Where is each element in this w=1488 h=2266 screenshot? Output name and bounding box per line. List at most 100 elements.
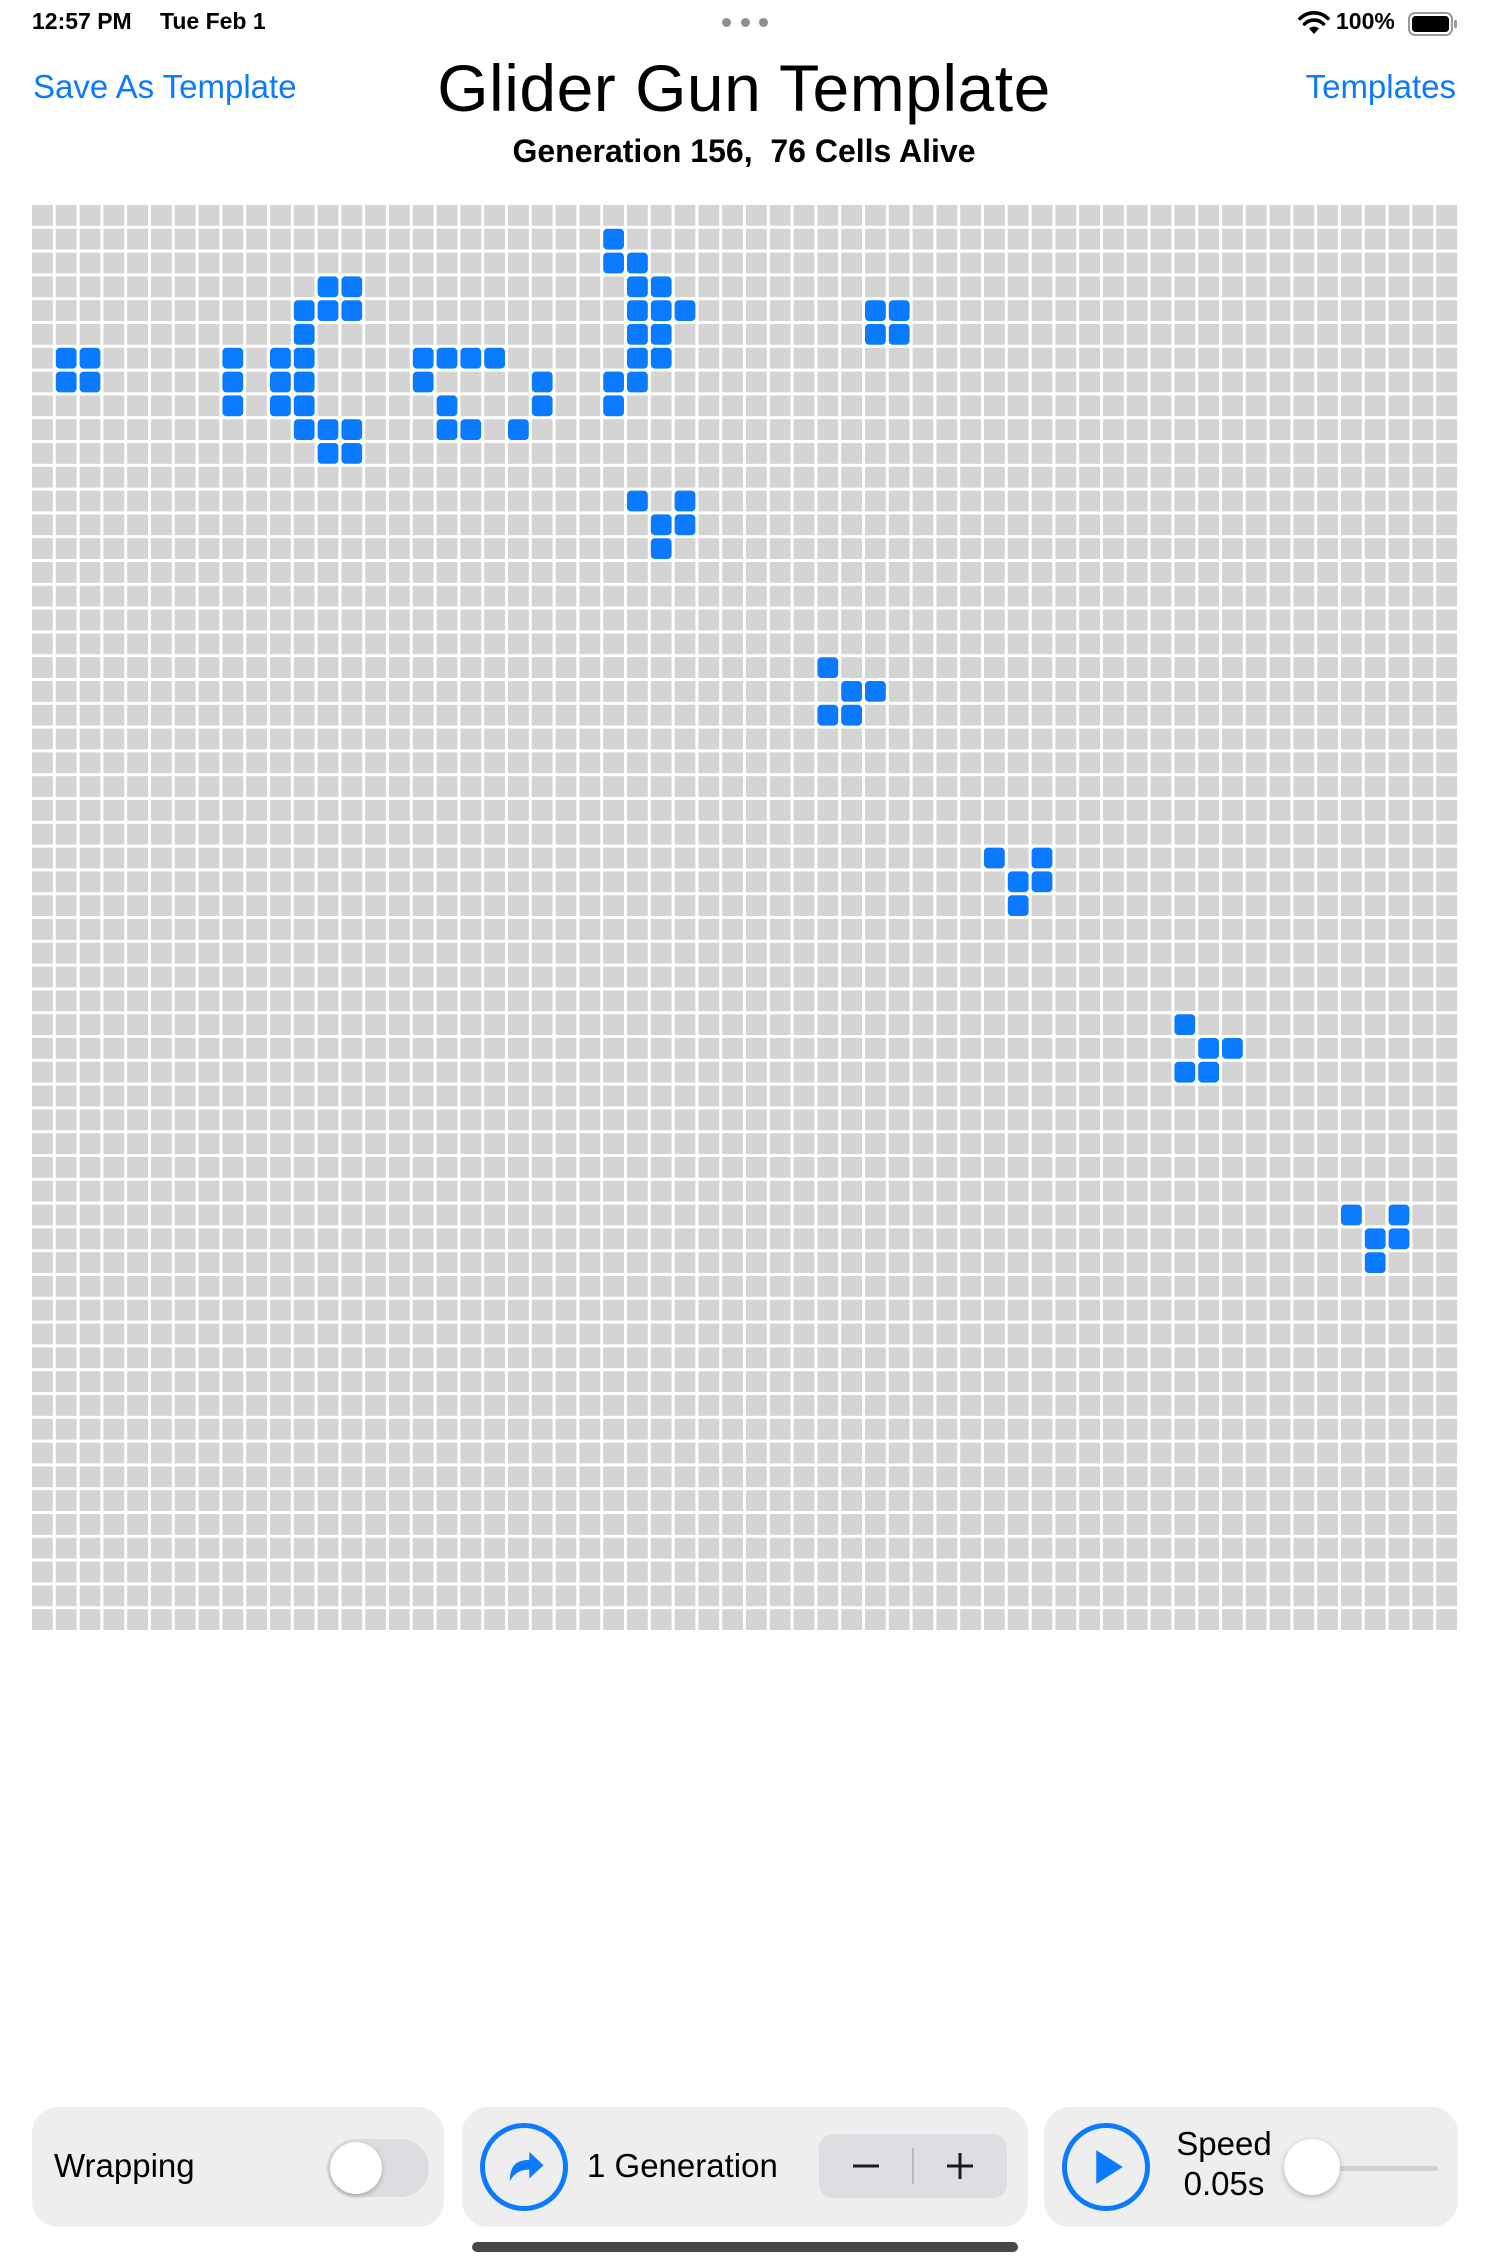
cell-dead[interactable] <box>198 847 220 869</box>
cell-dead[interactable] <box>1245 871 1267 893</box>
cell-dead[interactable] <box>698 1204 720 1226</box>
cell-dead[interactable] <box>841 919 862 940</box>
cell-dead[interactable] <box>722 1442 743 1464</box>
cell-dead[interactable] <box>293 1038 315 1059</box>
cell-dead[interactable] <box>151 823 172 845</box>
cell-dead[interactable] <box>722 1038 743 1059</box>
cell-dead[interactable] <box>151 1109 172 1131</box>
cell-alive[interactable] <box>317 443 339 464</box>
cell-dead[interactable] <box>1031 942 1053 964</box>
cell-dead[interactable] <box>698 371 720 393</box>
cell-dead[interactable] <box>246 1061 267 1083</box>
cell-dead[interactable] <box>79 252 101 274</box>
cell-dead[interactable] <box>1103 1490 1124 1511</box>
cell-dead[interactable] <box>555 800 577 821</box>
cell-dead[interactable] <box>317 1395 339 1416</box>
cell-dead[interactable] <box>198 324 220 345</box>
cell-dead[interactable] <box>151 1085 172 1107</box>
cell-dead[interactable] <box>1436 1490 1457 1511</box>
cell-dead[interactable] <box>912 490 934 512</box>
cell-dead[interactable] <box>341 704 363 726</box>
cell-alive[interactable] <box>650 276 672 298</box>
cell-dead[interactable] <box>1222 205 1243 226</box>
cell-dead[interactable] <box>769 1490 791 1511</box>
cell-dead[interactable] <box>1103 228 1124 250</box>
cell-dead[interactable] <box>1317 300 1338 321</box>
cell-dead[interactable] <box>603 1014 624 1035</box>
cell-dead[interactable] <box>603 847 624 869</box>
cell-dead[interactable] <box>341 252 363 274</box>
cell-dead[interactable] <box>1317 1347 1338 1369</box>
cell-dead[interactable] <box>484 633 505 655</box>
cell-dead[interactable] <box>198 300 220 321</box>
cell-dead[interactable] <box>817 562 839 583</box>
cell-dead[interactable] <box>1198 728 1219 750</box>
cell-dead[interactable] <box>1341 1442 1362 1464</box>
cell-dead[interactable] <box>1436 514 1457 536</box>
cell-dead[interactable] <box>1293 205 1315 226</box>
cell-dead[interactable] <box>865 1514 886 1535</box>
cell-dead[interactable] <box>55 1514 77 1535</box>
cell-dead[interactable] <box>746 633 767 655</box>
cell-dead[interactable] <box>531 1514 553 1535</box>
cell-dead[interactable] <box>579 871 601 893</box>
cell-dead[interactable] <box>1341 1157 1362 1178</box>
cell-dead[interactable] <box>912 395 934 417</box>
cell-dead[interactable] <box>841 895 862 916</box>
cell-dead[interactable] <box>1412 562 1434 583</box>
cell-dead[interactable] <box>389 609 410 631</box>
cell-dead[interactable] <box>936 562 958 583</box>
cell-dead[interactable] <box>1126 1585 1148 1607</box>
cell-dead[interactable] <box>984 585 1005 607</box>
cell-dead[interactable] <box>127 1038 148 1059</box>
cell-dead[interactable] <box>508 371 529 393</box>
cell-dead[interactable] <box>436 609 458 631</box>
cell-dead[interactable] <box>270 324 291 345</box>
cell-dead[interactable] <box>32 1038 53 1059</box>
cell-dead[interactable] <box>198 871 220 893</box>
cell-dead[interactable] <box>579 966 601 988</box>
cell-dead[interactable] <box>198 609 220 631</box>
cell-dead[interactable] <box>1388 823 1410 845</box>
cell-dead[interactable] <box>1150 371 1172 393</box>
cell-dead[interactable] <box>1341 1133 1362 1154</box>
cell-dead[interactable] <box>1055 443 1077 464</box>
cell-dead[interactable] <box>1245 371 1267 393</box>
cell-dead[interactable] <box>1055 1537 1077 1559</box>
cell-dead[interactable] <box>1150 847 1172 869</box>
cell-dead[interactable] <box>389 847 410 869</box>
cell-dead[interactable] <box>1293 1133 1315 1154</box>
cell-dead[interactable] <box>79 228 101 250</box>
cell-dead[interactable] <box>127 443 148 464</box>
cell-dead[interactable] <box>817 1109 839 1131</box>
cell-dead[interactable] <box>1269 324 1291 345</box>
cell-dead[interactable] <box>222 800 244 821</box>
cell-dead[interactable] <box>1269 776 1291 797</box>
cell-dead[interactable] <box>1079 300 1100 321</box>
cell-dead[interactable] <box>817 490 839 512</box>
cell-dead[interactable] <box>555 1228 577 1250</box>
cell-dead[interactable] <box>1269 1228 1291 1250</box>
cell-dead[interactable] <box>865 823 886 845</box>
cell-dead[interactable] <box>1317 1514 1338 1535</box>
cell-dead[interactable] <box>1103 324 1124 345</box>
cell-dead[interactable] <box>817 1157 839 1178</box>
cell-dead[interactable] <box>1436 681 1457 702</box>
cell-dead[interactable] <box>1293 466 1315 488</box>
cell-dead[interactable] <box>1364 252 1386 274</box>
cell-dead[interactable] <box>1198 1395 1219 1416</box>
cell-dead[interactable] <box>508 1561 529 1583</box>
cell-dead[interactable] <box>412 847 434 869</box>
cell-dead[interactable] <box>793 966 815 988</box>
cell-dead[interactable] <box>627 1442 648 1464</box>
cell-dead[interactable] <box>127 1585 148 1607</box>
cell-dead[interactable] <box>650 1537 672 1559</box>
cell-dead[interactable] <box>341 1109 363 1131</box>
cell-dead[interactable] <box>722 728 743 750</box>
cell-dead[interactable] <box>246 1204 267 1226</box>
cell-dead[interactable] <box>317 1347 339 1369</box>
cell-dead[interactable] <box>698 562 720 583</box>
cell-dead[interactable] <box>1174 1442 1196 1464</box>
cell-dead[interactable] <box>1317 1204 1338 1226</box>
cell-dead[interactable] <box>1079 419 1100 440</box>
